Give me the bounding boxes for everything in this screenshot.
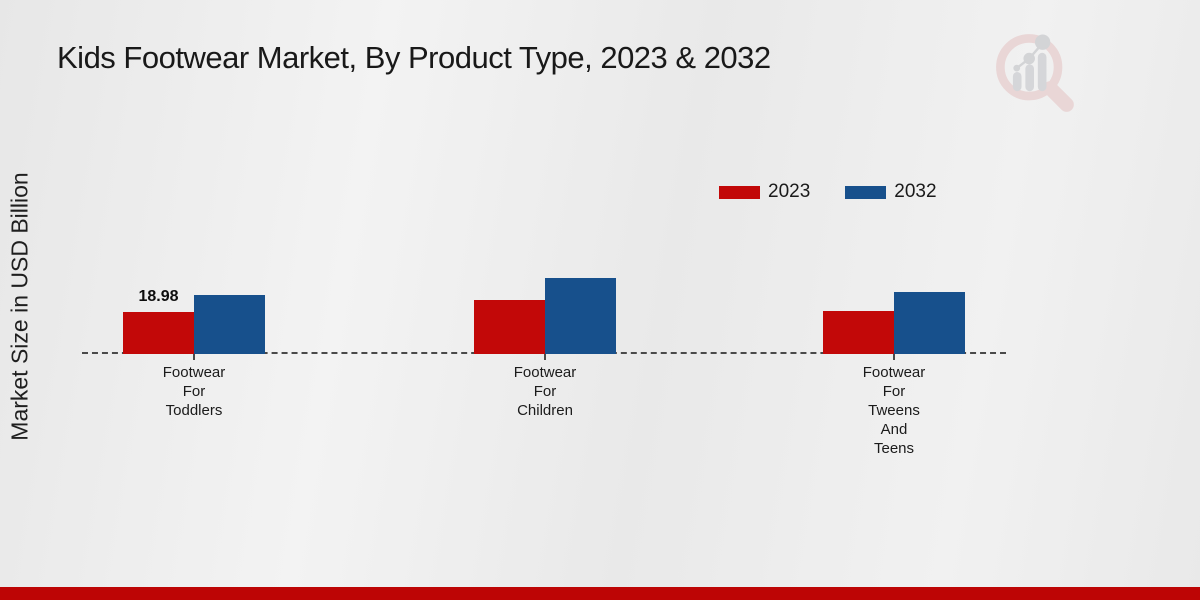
legend-label: 2032 <box>894 181 937 202</box>
trend-dot-large-icon <box>1034 34 1051 50</box>
footer-red-band <box>0 587 1200 600</box>
category-label-line: And <box>880 421 908 438</box>
trend-dot-mid-icon <box>1023 52 1035 65</box>
x-axis-tick <box>893 354 895 360</box>
magnifier-handle-icon <box>1043 81 1074 112</box>
category-label-line: Footwear <box>513 364 577 381</box>
bar-2032-group2 <box>545 278 616 354</box>
chart-bar-tall-icon <box>1037 52 1047 92</box>
x-axis-tick <box>193 354 195 360</box>
legend-item-2032: 2032 <box>845 181 937 203</box>
bar-2032-group3 <box>894 292 965 354</box>
legend: 2023 2032 <box>719 181 937 203</box>
bar-2032-group1 <box>194 295 265 354</box>
chart-bar-short-icon <box>1012 72 1022 92</box>
bar-value-label: 18.98 <box>138 288 179 305</box>
magnifier-bar-chart-watermark-logo <box>996 34 1074 112</box>
bar-2023-group2 <box>474 300 545 354</box>
category-label-line: Children <box>517 402 573 419</box>
legend-item-2023: 2023 <box>719 181 810 203</box>
trend-dot-small-icon <box>1013 64 1021 72</box>
bar-2023-group3 <box>823 311 894 354</box>
category-label-line: Tweens <box>868 402 920 419</box>
legend-swatch-2032 <box>845 185 887 199</box>
bar-2023-group1 <box>123 312 194 354</box>
chart-bar-mid-icon <box>1025 64 1034 92</box>
category-label: Footwear For Toddlers <box>124 363 264 420</box>
chart-title: Kids Footwear Market, By Product Type, 2… <box>57 40 771 75</box>
category-label-line: For <box>533 383 557 400</box>
legend-swatch-2023 <box>719 185 760 199</box>
legend-label: 2023 <box>768 181 811 202</box>
category-label-line: For <box>882 383 906 400</box>
category-label-line: Toddlers <box>165 402 223 419</box>
category-label-line: For <box>182 383 206 400</box>
category-label-line: Teens <box>873 440 915 457</box>
category-label: Footwear For Tweens And Teens <box>824 363 964 458</box>
x-axis-tick <box>544 354 546 360</box>
category-label: Footwear For Children <box>475 363 615 420</box>
category-label-line: Footwear <box>162 364 226 381</box>
category-label-line: Footwear <box>862 364 926 381</box>
magnifier-ring-icon <box>996 34 1063 101</box>
